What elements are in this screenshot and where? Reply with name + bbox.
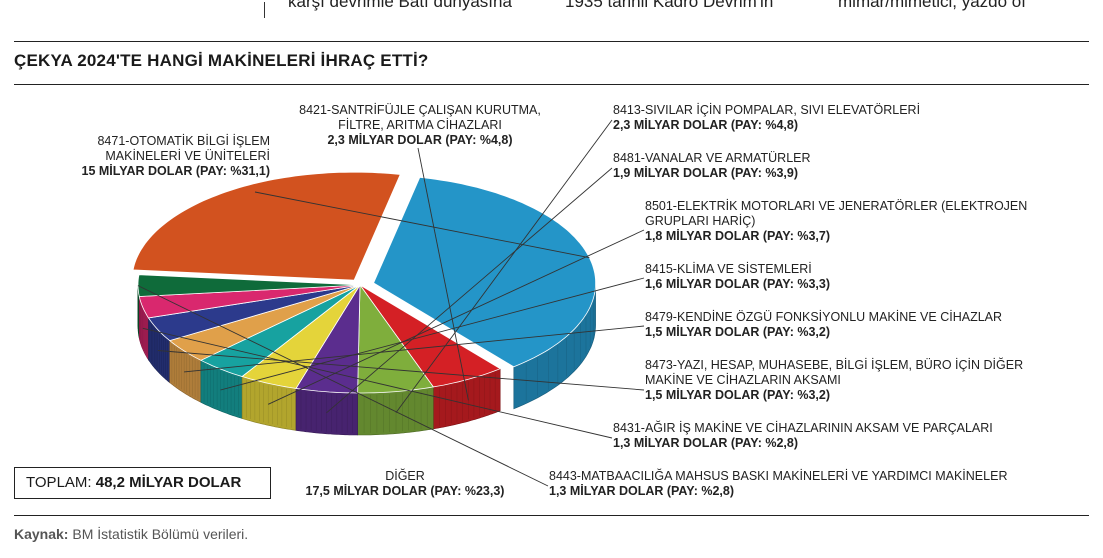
leader-line-9 — [137, 285, 549, 487]
slice-label-8443: 8443-MATBAACILIĞA MAHSUS BASKI MAKİNELER… — [549, 469, 1008, 498]
pie-slice-10 — [132, 171, 401, 281]
chart-title: ÇEKYA 2024'TE HANGİ MAKİNELERİ İHRAÇ ETT… — [14, 51, 429, 70]
leader-line-3 — [326, 167, 613, 414]
slice-label-8421: 8421-SANTRİFÜJLE ÇALIŞAN KURUTMA, FİLTRE,… — [299, 103, 541, 147]
top-fragment: karşı devrimle Batı dünyasına — [288, 0, 512, 11]
pie-slice-7 — [147, 284, 361, 342]
slice-label-diger: DİĞER 17,5 MİLYAR DOLAR (PAY: %23,3) — [305, 469, 505, 498]
pie-slice-6 — [168, 284, 361, 361]
total-value: 48,2 MİLYAR DOLAR — [95, 474, 242, 491]
slice-label-8431: 8431-AĞIR İŞ MAKİNE VE CİHAZLARININ AKSA… — [613, 421, 993, 450]
top-fragment: 1935 tarihli Kadro Devrim'in — [565, 0, 774, 11]
slice-label-8415: 8415-KLİMA VE SİSTEMLERİ 1,6 MİLYAR DOLA… — [645, 262, 831, 291]
slice-label-8479: 8479-KENDİNE ÖZGÜ FONKSİYONLU MAKİNE VE … — [645, 310, 1003, 339]
pie-slice-4 — [241, 284, 361, 389]
slice-label-8481: 8481-VANALAR VE ARMATÜRLER 1,9 MİLYAR DO… — [613, 151, 811, 180]
total-box: TOPLAM: 48,2 MİLYAR DOLAR — [14, 467, 271, 499]
bottom-rule — [14, 515, 1089, 516]
pie-slice-8 — [138, 284, 361, 319]
clipped-previous-text: karşı devrimle Batı dünyasına 1935 tarih… — [0, 0, 1103, 14]
leader-line-8 — [142, 327, 613, 439]
pie-slice-side — [295, 388, 358, 436]
pie-slice-5 — [199, 284, 361, 377]
top-rule — [14, 41, 1089, 42]
leader-line-2 — [395, 119, 613, 413]
column-divider — [264, 2, 265, 18]
top-fragment: mimar/mimetici, yazdo of — [838, 0, 1026, 11]
leader-line-6 — [184, 325, 645, 373]
slice-label-8473: 8473-YAZI, HESAP, MUHASEBE, BİLGİ İŞLEM,… — [645, 358, 1024, 402]
source-text: BM İstatistik Bölümü verileri. — [72, 526, 249, 542]
leader-line-7 — [157, 350, 645, 391]
leader-line-0 — [254, 191, 590, 259]
pie-slice-2 — [357, 283, 434, 394]
slice-label-8413: 8413-SIVILAR İÇİN POMPALAR, SIVI ELEVATÖ… — [613, 103, 921, 132]
slice-label-8471: 8471-OTOMATİK BİLGİ İŞLEM MAKİNELERİ VE Ü… — [81, 134, 270, 178]
pie-slice-1 — [359, 284, 502, 388]
leader-line-5 — [220, 277, 645, 391]
source-note: Kaynak: BM İstatistik Bölümü verileri. — [14, 526, 248, 542]
slice-label-8501: 8501-ELEKTRİK MOTORLARI VE JENERATÖRLER … — [645, 199, 1028, 243]
total-label: TOPLAM: — [26, 474, 92, 491]
source-label: Kaynak: — [14, 526, 69, 542]
leader-line-1 — [417, 147, 469, 401]
leader-line-4 — [268, 229, 645, 405]
title-rule — [14, 84, 1089, 85]
